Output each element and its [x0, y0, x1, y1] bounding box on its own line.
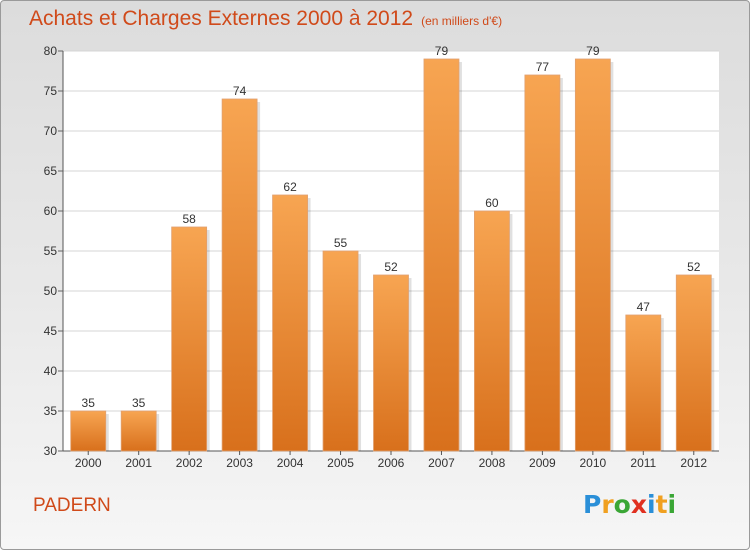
bar [322, 250, 359, 452]
x-tick-label: 2003 [226, 456, 253, 470]
logo-letter: r [601, 490, 614, 519]
logo-letter: i [667, 490, 677, 519]
bar [423, 58, 460, 452]
x-tick-label: 2005 [327, 456, 354, 470]
y-tick-label: 60 [44, 204, 58, 218]
x-tick-label: 2011 [630, 456, 656, 470]
title-text: Achats et Charges Externes 2000 à 2012 [29, 7, 414, 30]
y-tick-label: 35 [44, 404, 58, 418]
x-tick-label: 2004 [277, 456, 304, 470]
x-tick-label: 2009 [529, 456, 556, 470]
x-tick-label: 2000 [75, 456, 102, 470]
x-tick-label: 2008 [479, 456, 506, 470]
x-tick-label: 2007 [428, 456, 455, 470]
bar [120, 410, 157, 452]
y-tick-label: 55 [44, 244, 58, 258]
bar [70, 410, 107, 452]
chart-subtitle: (en milliers d'€) [421, 14, 503, 28]
commune-name: PADERN [33, 495, 111, 516]
bar [171, 226, 208, 452]
logo-letter: t [655, 490, 668, 519]
logo-letter: P [583, 490, 602, 519]
proxiti-logo: Proxiti [583, 490, 676, 519]
data-label: 55 [334, 236, 348, 250]
bar [272, 194, 308, 452]
y-tick-label: 45 [44, 324, 58, 338]
y-tick-label: 75 [44, 84, 58, 98]
y-tick-label: 70 [44, 124, 58, 138]
data-label: 79 [435, 44, 449, 58]
bar [373, 274, 409, 452]
x-tick-label: 2010 [579, 456, 606, 470]
bar [474, 210, 510, 452]
logo-letter: x [630, 490, 647, 519]
x-tick-label: 2012 [680, 456, 707, 470]
data-label: 47 [637, 300, 651, 314]
bar [625, 314, 662, 452]
bar [574, 58, 611, 452]
data-label: 35 [82, 396, 96, 410]
y-tick-label: 50 [44, 284, 58, 298]
data-label: 79 [586, 44, 600, 58]
logo-letter: o [613, 490, 631, 519]
y-tick-label: 30 [44, 444, 58, 458]
x-tick-label: 2002 [176, 456, 203, 470]
data-label: 62 [283, 180, 297, 194]
data-label: 35 [132, 396, 146, 410]
data-label: 74 [233, 84, 247, 98]
data-label: 60 [485, 196, 499, 210]
y-tick-label: 65 [44, 164, 58, 178]
y-tick-label: 40 [44, 364, 58, 378]
y-tick-label: 80 [44, 44, 58, 58]
x-tick-label: 2006 [378, 456, 405, 470]
data-label: 58 [182, 212, 196, 226]
bar [221, 98, 258, 452]
bar [675, 274, 712, 452]
x-tick-label: 2001 [125, 456, 152, 470]
bar [524, 74, 561, 452]
data-label: 52 [384, 260, 398, 274]
chart-title: Achats et Charges Externes 2000 à 2012 (e… [29, 7, 502, 31]
data-label: 52 [687, 260, 701, 274]
logo-letter: i [647, 490, 656, 519]
data-label: 77 [536, 60, 550, 74]
